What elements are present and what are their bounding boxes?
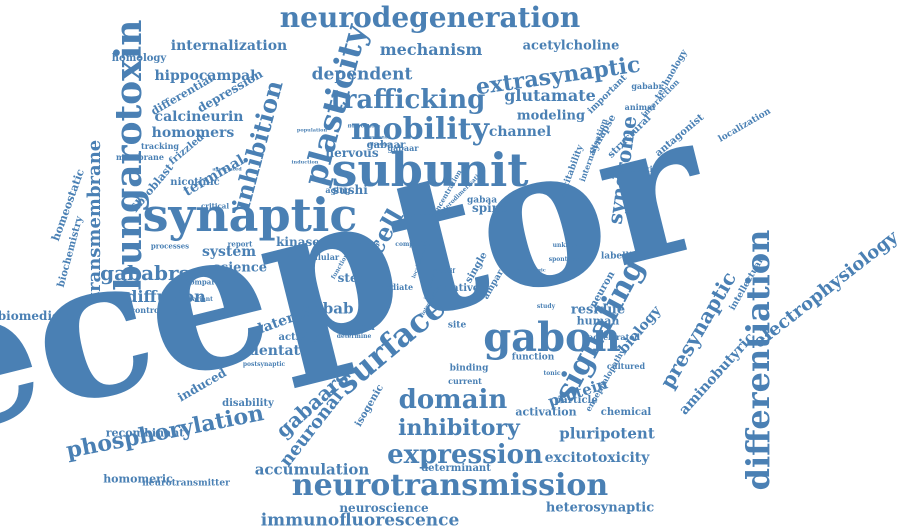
word-activation: activation	[515, 405, 577, 419]
word-neuroscience: neuroscience	[339, 501, 429, 515]
word-study: study	[536, 303, 556, 310]
word-chemical: chemical	[600, 407, 652, 418]
word-gababr: gababr	[631, 81, 663, 91]
word-native: native	[444, 283, 480, 294]
word-trafficking: trafficking	[330, 85, 486, 115]
word-function: function	[511, 352, 555, 363]
word-neurotransmitter: neurotransmitter	[142, 478, 230, 489]
word-tracking: tracking	[141, 141, 179, 151]
word-homology: homology	[111, 53, 167, 64]
word-nervous: nervous	[325, 146, 379, 160]
word-diffusion: diffusion	[126, 287, 206, 306]
word-homomeric: homomeric	[103, 472, 173, 486]
word-site: site	[447, 320, 467, 331]
word-accumulation: accumulation	[254, 460, 370, 479]
word-population: population	[296, 127, 328, 134]
word-aging: aging	[325, 185, 351, 195]
word-processes: processes	[150, 241, 190, 251]
word-human: human	[576, 314, 620, 328]
word-determine: determine	[336, 333, 372, 340]
word-expression: expression	[387, 440, 543, 470]
word-homomers: homomers	[151, 125, 235, 141]
word-calcineurin: calcineurin	[154, 109, 244, 125]
word-immunofluorescence: immunofluorescence	[260, 510, 460, 531]
word-particle: particle	[554, 395, 598, 406]
word-postsynaptic: postsynaptic	[242, 361, 286, 368]
word-heterosynaptic: heterosynaptic	[545, 500, 655, 516]
word-critical: critical	[201, 201, 229, 211]
word-competitive: competitive	[395, 241, 435, 248]
word-spine: spine	[471, 201, 509, 215]
word-mutant: mutant	[366, 134, 388, 141]
word-disorder: disorder	[368, 141, 392, 148]
word-terminus: terminus	[344, 239, 380, 249]
word-system: system	[201, 244, 257, 260]
word-accelerated: accelerated	[588, 332, 640, 342]
word-variant: variant	[189, 296, 213, 303]
word-determinant: determinant	[421, 463, 491, 474]
word-recombinant: recombinant	[105, 426, 185, 440]
word-gabaar: gabaar	[366, 140, 406, 151]
word-central: central	[335, 322, 375, 333]
word-acetylcholine: acetylcholine	[522, 38, 620, 54]
word-pluripotent: pluripotent	[559, 424, 655, 443]
word-fluorophore: fluorophore	[347, 123, 381, 130]
word-shrm: shrm	[410, 211, 436, 222]
word-neurotransmission: neurotransmission	[291, 468, 609, 503]
word-labelling: labelling	[600, 251, 646, 262]
word-dentate: dentate	[249, 343, 309, 359]
word-report: report	[227, 239, 253, 249]
word-gabaar: gabaar	[387, 143, 419, 153]
word-binding: binding	[449, 363, 489, 374]
word-science: science	[212, 260, 268, 276]
word-mediate: mediate	[376, 282, 414, 292]
word-subunit: subunit	[331, 143, 529, 197]
word-mobility: mobility	[350, 112, 490, 147]
word-stem: stem	[337, 271, 371, 285]
word-pathologic: pathologic	[516, 267, 546, 274]
word-controlling: controlling	[130, 305, 180, 315]
word-localization: localization	[716, 106, 773, 145]
word-synaptic: synaptic	[142, 188, 358, 242]
word-hippocampal: hippocampal	[154, 68, 256, 84]
word-animal: animal	[624, 102, 656, 112]
word-unknown: unknown	[552, 242, 584, 249]
word-gababrs: gababrs	[100, 261, 190, 285]
word-gabaa: gabaa	[466, 195, 498, 206]
word-gabab: gabab	[302, 299, 354, 318]
word-biomedicine: biomedicine	[0, 309, 81, 323]
word-gabon: gabon	[483, 314, 621, 361]
word-nicotinic: nicotinic	[170, 177, 220, 188]
word-inhibitory: inhibitory	[398, 415, 520, 441]
word-glutamate: glutamate	[504, 86, 596, 105]
word-sushi: sushi	[332, 183, 368, 197]
word-internalization: internalization	[170, 38, 288, 54]
word-spontaneous: spontaneous	[548, 256, 592, 263]
word-modeling: modeling	[516, 108, 586, 124]
word-domain: domain	[398, 385, 508, 415]
word-channel: channel	[488, 124, 552, 140]
word-current: current	[448, 376, 482, 386]
word-tonic: tonic	[543, 370, 561, 377]
word-excitotoxicity: excitotoxicity	[544, 450, 650, 466]
word-kinase: kinase	[276, 235, 320, 249]
word-compartment: compartment	[185, 277, 239, 287]
word-neurodegeneration: neurodegeneration	[279, 1, 581, 34]
word-disability: disability	[222, 398, 274, 409]
word-membrane: membrane	[116, 152, 164, 162]
word-cultured: cultured	[606, 361, 646, 371]
word-motif: motif	[437, 268, 455, 275]
word-mechanism: mechanism	[379, 40, 483, 59]
word-activity: activity	[278, 332, 320, 343]
word-residue: residue	[570, 302, 626, 318]
word-associated: associated	[212, 166, 242, 173]
word-neurotoxin: neurotoxin	[609, 164, 659, 174]
word-transmembrane: transmembrane	[84, 139, 105, 301]
word-dependent: dependent	[311, 64, 413, 85]
word-induction: induction	[291, 159, 319, 166]
word-intracellular: intracellular	[282, 252, 340, 262]
